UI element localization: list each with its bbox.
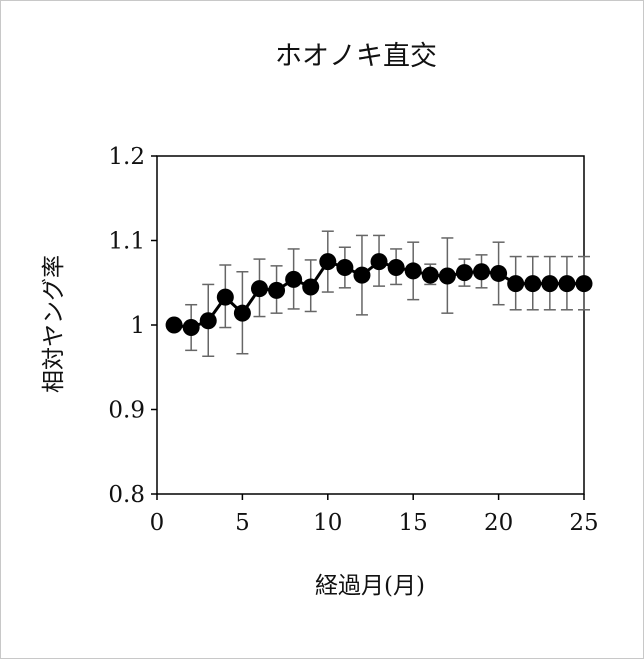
data-point — [353, 266, 371, 284]
data-point — [233, 304, 251, 322]
x-axis: 0 5 10 15 20 25 — [150, 494, 599, 536]
x-tick-label: 15 — [399, 510, 428, 536]
data-point — [541, 275, 559, 293]
data-point — [165, 316, 183, 334]
y-tick-label: 0.8 — [108, 482, 145, 508]
y-tick-label: 1 — [130, 313, 145, 339]
data-point — [438, 267, 456, 285]
data-point — [575, 275, 593, 293]
chart-title: ホオノキ直交 — [275, 41, 437, 72]
x-tick-label: 25 — [569, 510, 598, 536]
data-point — [182, 319, 200, 337]
data-point — [336, 259, 354, 277]
data-point — [302, 278, 320, 296]
data-point — [199, 312, 217, 330]
data-point — [507, 275, 525, 293]
plot-area-border — [156, 155, 585, 495]
error-bars — [185, 230, 590, 358]
y-axis-label: 相対ヤング率 — [41, 255, 67, 393]
data-point — [404, 262, 422, 280]
data-markers — [165, 253, 593, 337]
data-point — [558, 275, 576, 293]
data-point — [319, 253, 337, 271]
data-point — [387, 259, 405, 277]
x-tick-label: 0 — [150, 510, 165, 536]
y-tick-label: 1.2 — [108, 144, 145, 170]
data-point — [524, 275, 542, 293]
data-point — [285, 270, 303, 288]
y-axis: 0.8 0.9 1 1.1 1.2 — [108, 144, 157, 508]
data-point — [455, 264, 473, 282]
x-tick-label: 20 — [484, 510, 513, 536]
data-point — [490, 264, 508, 282]
data-point — [268, 281, 286, 299]
data-point — [250, 280, 268, 298]
y-tick-label: 1.1 — [108, 229, 145, 255]
data-point — [370, 253, 388, 271]
data-point — [473, 263, 491, 281]
x-axis-label: 経過月(月) — [315, 573, 425, 599]
x-tick-label: 5 — [235, 510, 250, 536]
x-tick-label: 10 — [313, 510, 342, 536]
y-axis-label-group: 相対ヤング率 — [41, 255, 67, 393]
y-tick-label: 0.9 — [108, 398, 145, 424]
data-point — [421, 266, 439, 284]
data-point — [216, 288, 234, 306]
